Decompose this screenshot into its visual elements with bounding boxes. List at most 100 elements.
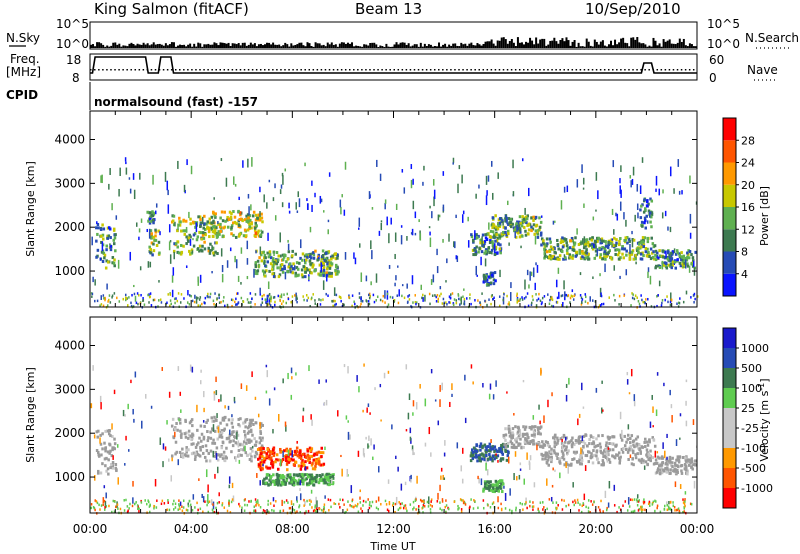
velocity-cell [586, 444, 589, 448]
velocity-cell [523, 440, 527, 444]
power-sparse-cell [599, 273, 601, 277]
velocity-sparse-cell [551, 392, 553, 397]
velocity-cell [109, 434, 112, 438]
velocity-cell [210, 416, 214, 420]
power-cell [312, 251, 315, 255]
power-nearrange-cell [573, 294, 576, 297]
velocity-sparse-cell [514, 451, 517, 457]
velocity-sparse-cell [529, 455, 532, 461]
velocity-cell [275, 480, 278, 484]
power-cell [680, 255, 684, 259]
nave-dot [219, 69, 221, 71]
power-cell [210, 226, 213, 230]
velocity-nearrange-cell [289, 506, 292, 510]
velocity-sparse-cell [179, 391, 182, 396]
velocity-cell [689, 461, 692, 465]
velocity-cell [565, 462, 569, 466]
noise-bar [531, 40, 534, 48]
noise-bar [304, 46, 307, 48]
velocity-cell [306, 458, 310, 462]
velocity-nearrange-cell [633, 498, 636, 501]
velocity-nearrange-cell [682, 501, 685, 504]
power-cell [578, 248, 581, 252]
power-cell [674, 252, 678, 256]
power-cell [113, 236, 117, 240]
power-cell [312, 263, 315, 267]
velocity-cell [180, 435, 183, 439]
velocity-sparse-cell [411, 445, 414, 451]
power-ylabel: Slant Range [km] [24, 161, 37, 257]
velocity-cell [686, 472, 689, 476]
nave-dot [587, 69, 590, 71]
velocity-cell [491, 445, 495, 449]
velocity-nearrange-cell [315, 509, 317, 513]
power-nearrange-cell [242, 300, 245, 303]
noise-bar [678, 38, 681, 48]
power-sparse-cell [390, 217, 392, 225]
noise-bar [680, 41, 683, 48]
power-cell [507, 222, 510, 226]
velocity-cell [178, 418, 182, 422]
velocity-sparse-cell [262, 439, 264, 442]
velocity-cell [312, 453, 316, 457]
velocity-nearrange-cell [119, 507, 122, 511]
power-cell [289, 266, 293, 270]
velocity-nearrange-cell [356, 504, 358, 508]
power-cell [195, 238, 199, 242]
velocity-cell [587, 460, 591, 464]
velocity-cell [515, 437, 519, 441]
velocity-nearrange-cell [206, 503, 208, 507]
velocity-sparse-cell [367, 443, 369, 449]
power-cell [201, 233, 205, 237]
velocity-cell [220, 446, 223, 450]
power-sparse-cell [101, 241, 104, 252]
power-sparse-cell [418, 219, 420, 223]
power-cell [325, 256, 329, 260]
velocity-sparse-cell [125, 435, 127, 441]
power-cell [571, 248, 575, 252]
velocity-nearrange-cell [522, 508, 524, 511]
velocity-cell [213, 429, 217, 433]
velocity-nearrange-cell [138, 507, 140, 510]
velocity-nearrange-cell [430, 500, 432, 503]
velocity-cell [323, 481, 327, 485]
noise-bar [618, 42, 621, 48]
noise-bar [389, 46, 392, 48]
velocity-cell [296, 481, 300, 485]
velocity-cell [230, 450, 233, 454]
velocity-sparse-cell [397, 466, 399, 472]
velocity-sparse-cell [577, 418, 579, 426]
velocity-nearrange-cell [328, 508, 330, 512]
power-cell [336, 253, 339, 257]
noise-bar [221, 42, 224, 48]
velocity-sparse-cell [490, 439, 492, 443]
velocity-sparse-cell [281, 499, 283, 506]
noise-bar [624, 42, 627, 48]
velocity-cell [567, 449, 570, 453]
velocity-cell [289, 473, 292, 477]
noise-bar [270, 44, 273, 48]
velocity-cell [539, 432, 542, 436]
power-cell [671, 250, 675, 254]
velocity-sparse-cell [693, 480, 696, 489]
power-nearrange-cell [294, 294, 296, 297]
velocity-cell [601, 434, 604, 438]
noise-bar [466, 45, 469, 48]
power-cell [322, 274, 325, 278]
power-nearrange-cell [218, 301, 221, 304]
nave-label: Nave [747, 63, 778, 77]
velocity-cell [197, 441, 200, 445]
velocity-sparse-cell [203, 407, 205, 413]
power-nearrange-cell [269, 297, 272, 300]
power-sparse-cell [191, 250, 194, 254]
velocity-nearrange-cell [629, 498, 632, 501]
power-sparse-cell [185, 265, 188, 269]
velocity-sparse-cell [212, 450, 215, 458]
velocity-sparse-cell [291, 450, 293, 458]
velocity-sparse-cell [628, 392, 631, 395]
noise-bar [152, 42, 155, 48]
noise-bar [609, 40, 612, 48]
power-sparse-cell [454, 241, 456, 249]
power-cell [502, 230, 505, 234]
nave-dot [514, 69, 517, 71]
